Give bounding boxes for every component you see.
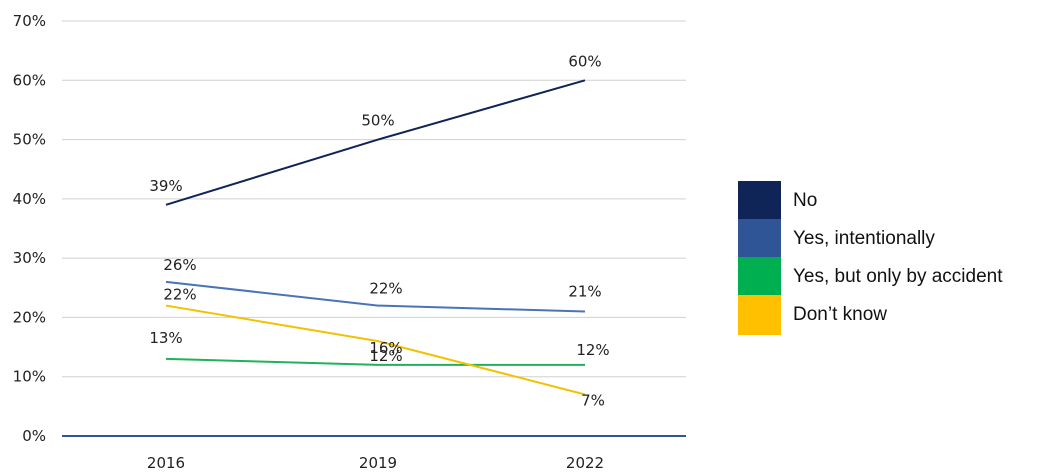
x-tick-label: 2016: [147, 454, 185, 472]
series-line: [165, 280, 586, 313]
y-tick-label: 20%: [13, 308, 46, 326]
y-tick-label: 30%: [13, 249, 46, 267]
y-tick-label: 70%: [13, 12, 46, 30]
legend-item-dont-know: Don’t know: [738, 295, 1003, 335]
data-label: 60%: [568, 52, 601, 70]
y-tick-label: 10%: [13, 368, 46, 386]
legend-item-yes-intentionally: Yes, intentionally: [738, 219, 1003, 259]
legend-label-dont-know: Don’t know: [793, 304, 887, 325]
data-label: 7%: [581, 392, 605, 410]
data-label: 22%: [163, 286, 196, 304]
data-label: 26%: [163, 256, 196, 274]
data-label: 22%: [369, 280, 402, 298]
x-tick-label: 2022: [566, 454, 604, 472]
data-label: 16%: [369, 339, 402, 357]
legend-item-yes-by-accident: Yes, but only by accident: [738, 257, 1003, 297]
legend-label-no: No: [793, 190, 818, 211]
chart-legend: No Yes, intentionally Yes, but only by a…: [738, 181, 1003, 335]
y-tick-label: 60%: [13, 71, 46, 89]
legend-swatch-yes-intentionally: [738, 219, 781, 259]
data-label: 12%: [576, 341, 609, 359]
line-chart: 0% 10% 20% 30% 40% 50% 60% 70% 2016 2019 2022 39% 50…: [13, 12, 686, 472]
legend-label-yes-by-accident: Yes, but only by accident: [793, 266, 1003, 287]
legend-item-no: No: [738, 181, 1003, 221]
y-tick-label: 50%: [13, 131, 46, 149]
data-label: 12%: [369, 347, 402, 365]
legend-label-yes-intentionally: Yes, intentionally: [793, 228, 935, 249]
series-line: [165, 304, 586, 396]
x-tick-label: 2019: [359, 454, 397, 472]
data-label: 50%: [361, 112, 394, 130]
data-label: 21%: [568, 283, 601, 301]
y-tick-label: 0%: [22, 427, 46, 445]
data-label: 39%: [149, 177, 182, 195]
data-label: 13%: [149, 329, 182, 347]
series-line: [165, 357, 585, 366]
series-line: [165, 79, 586, 206]
legend-swatch-yes-by-accident: [738, 257, 781, 297]
legend-swatch-no: [738, 181, 781, 221]
legend-swatch-dont-know: [738, 295, 781, 335]
y-tick-label: 40%: [13, 190, 46, 208]
